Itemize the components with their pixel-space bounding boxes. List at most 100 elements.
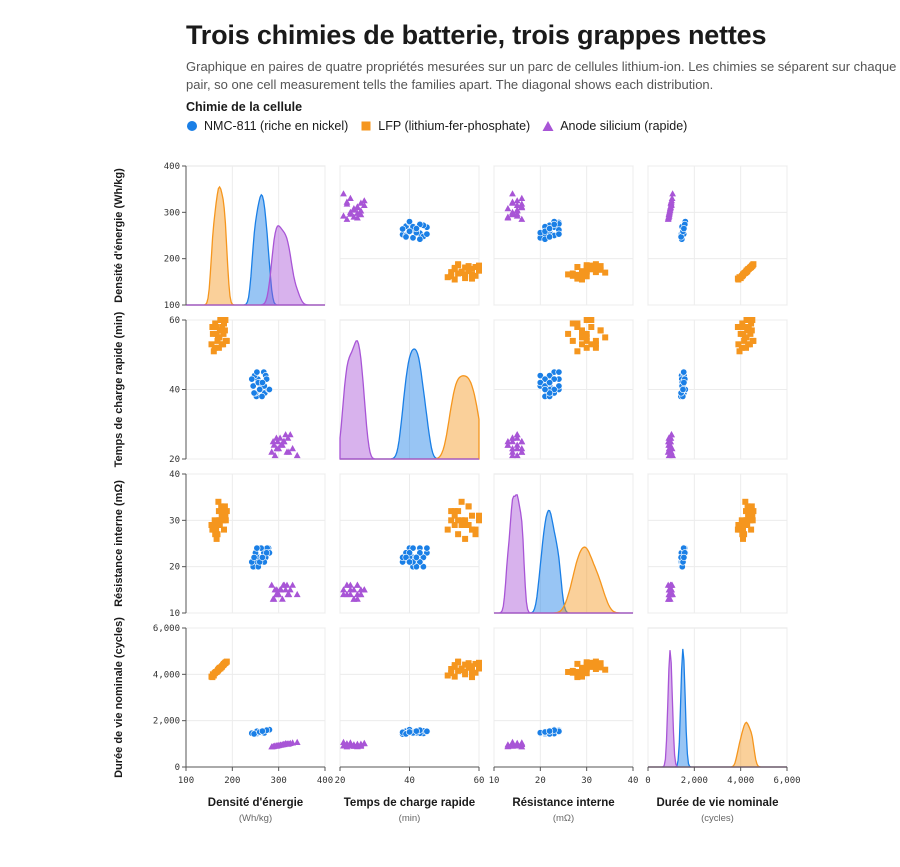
x-axis-unit: (min) — [399, 813, 421, 824]
point-lfp-lithium-fer-phosphate — [740, 526, 746, 533]
point-lfp-lithium-fer-phosphate — [218, 503, 225, 510]
point-anode-silicium-rapide — [513, 445, 521, 452]
legend-label-nmc: NMC-811 (riche en nickel) — [204, 119, 349, 133]
point-anode-silicium-rapide — [354, 209, 361, 216]
point-lfp-lithium-fer-phosphate — [455, 517, 462, 524]
point-anode-silicium-rapide — [509, 434, 516, 441]
panel-frame — [647, 165, 788, 306]
point-nmc-811-riche-en-nickel — [405, 728, 413, 736]
panel-frame — [185, 627, 326, 768]
point-nmc-811-riche-en-nickel — [541, 375, 549, 383]
point-lfp-lithium-fer-phosphate — [569, 272, 576, 279]
point-lfp-lithium-fer-phosphate — [592, 269, 599, 276]
point-lfp-lithium-fer-phosphate — [742, 498, 749, 505]
density-panel-temps-de-charge-rapide — [339, 340, 480, 460]
point-lfp-lithium-fer-phosphate — [592, 341, 599, 348]
point-lfp-lithium-fer-phosphate — [209, 526, 216, 533]
point-lfp-lithium-fer-phosphate — [472, 531, 479, 538]
x-axis-temps-de-charge-rapide: 20 40 60 Temps de charge rapide (min) — [335, 766, 485, 824]
point-lfp-lithium-fer-phosphate — [583, 262, 590, 269]
point-anode-silicium-rapide — [350, 595, 358, 602]
point-lfp-lithium-fer-phosphate — [462, 669, 469, 675]
point-lfp-lithium-fer-phosphate — [574, 669, 581, 675]
point-lfp-lithium-fer-phosphate — [583, 273, 590, 280]
point-nmc-811-riche-en-nickel — [258, 553, 266, 561]
point-lfp-lithium-fer-phosphate — [741, 334, 748, 341]
x-axis-title: Densité d'énergie — [208, 797, 303, 809]
point-nmc-811-riche-en-nickel — [419, 553, 427, 561]
point-anode-silicium-rapide — [279, 438, 287, 445]
point-lfp-lithium-fer-phosphate — [210, 348, 217, 355]
point-lfp-lithium-fer-phosphate — [469, 674, 475, 681]
point-nmc-811-riche-en-nickel — [423, 544, 431, 552]
point-lfp-lithium-fer-phosphate — [574, 275, 581, 282]
point-lfp-lithium-fer-phosphate — [597, 266, 604, 273]
point-lfp-lithium-fer-phosphate — [574, 264, 581, 270]
point-lfp-lithium-fer-phosphate — [469, 512, 475, 519]
point-lfp-lithium-fer-phosphate — [748, 327, 755, 334]
point-anode-silicium-rapide — [666, 207, 674, 214]
y-tick-label: 20 — [169, 563, 180, 573]
point-lfp-lithium-fer-phosphate — [588, 262, 595, 269]
panel-frame — [185, 473, 326, 614]
point-lfp-lithium-fer-phosphate — [592, 344, 599, 351]
point-lfp-lithium-fer-phosphate — [455, 262, 462, 269]
y-axis-title: Densité d'énergie (Wh/kg) — [113, 168, 125, 303]
point-lfp-lithium-fer-phosphate — [588, 324, 595, 330]
x-tick-label: 60 — [474, 776, 485, 786]
y-axis-resistance-interne: 10 20 30 40 Résistance interne (mΩ) — [113, 470, 187, 619]
point-nmc-811-riche-en-nickel — [680, 379, 688, 387]
point-lfp-lithium-fer-phosphate — [583, 665, 590, 672]
point-lfp-lithium-fer-phosphate — [451, 276, 458, 283]
panel-r1-c3 — [493, 165, 634, 306]
point-anode-silicium-rapide — [509, 738, 516, 745]
point-anode-silicium-rapide — [343, 215, 351, 222]
point-anode-silicium-rapide — [340, 586, 347, 593]
point-anode-silicium-rapide — [504, 438, 512, 445]
y-tick-label: 200 — [164, 255, 180, 265]
point-lfp-lithium-fer-phosphate — [465, 268, 472, 275]
point-nmc-811-riche-en-nickel — [546, 727, 554, 735]
legend-item-silicon[interactable]: Anode silicium (rapide) — [542, 119, 687, 133]
point-lfp-lithium-fer-phosphate — [476, 512, 482, 519]
point-anode-silicium-rapide — [360, 197, 368, 204]
point-lfp-lithium-fer-phosphate — [579, 341, 585, 348]
point-lfp-lithium-fer-phosphate — [221, 327, 228, 334]
point-anode-silicium-rapide — [509, 198, 516, 205]
point-lfp-lithium-fer-phosphate — [458, 522, 465, 528]
point-nmc-811-riche-en-nickel — [546, 225, 554, 233]
point-lfp-lithium-fer-phosphate — [451, 673, 458, 680]
point-lfp-lithium-fer-phosphate — [469, 265, 475, 272]
x-axis-unit: (mΩ) — [553, 813, 574, 824]
point-nmc-811-riche-en-nickel — [550, 385, 558, 393]
panel-frame — [647, 627, 788, 768]
point-lfp-lithium-fer-phosphate — [214, 337, 221, 344]
point-anode-silicium-rapide — [273, 445, 281, 452]
point-lfp-lithium-fer-phosphate — [597, 660, 604, 667]
point-anode-silicium-rapide — [509, 445, 516, 452]
point-nmc-811-riche-en-nickel — [402, 233, 410, 241]
point-anode-silicium-rapide — [667, 204, 674, 211]
y-tick-label: 10 — [169, 609, 180, 619]
legend-items: NMC-811 (riche en nickel) LFP (lithium-f… — [186, 119, 699, 133]
point-anode-silicium-rapide — [504, 742, 512, 749]
point-lfp-lithium-fer-phosphate — [749, 262, 756, 269]
x-tick-label: 400 — [317, 776, 333, 786]
point-nmc-811-riche-en-nickel — [541, 385, 549, 393]
point-nmc-811-riche-en-nickel — [412, 563, 420, 571]
point-lfp-lithium-fer-phosphate — [213, 324, 220, 330]
point-anode-silicium-rapide — [340, 590, 347, 598]
point-nmc-811-riche-en-nickel — [416, 235, 424, 243]
point-lfp-lithium-fer-phosphate — [592, 666, 599, 672]
point-anode-silicium-rapide — [357, 199, 365, 206]
point-anode-silicium-rapide — [513, 210, 521, 217]
y-tick-label: 30 — [169, 516, 180, 526]
point-lfp-lithium-fer-phosphate — [213, 535, 220, 542]
point-lfp-lithium-fer-phosphate — [565, 271, 572, 278]
y-axis-temps-de-charge-rapide: 20 40 60 Temps de charge rapide (min) — [113, 311, 187, 467]
legend-item-nmc[interactable]: NMC-811 (riche en nickel) — [186, 119, 348, 133]
point-lfp-lithium-fer-phosphate — [476, 517, 482, 524]
point-lfp-lithium-fer-phosphate — [574, 320, 581, 327]
legend-item-lfp[interactable]: LFP (lithium-fer-phosphate) — [360, 119, 530, 133]
legend-title: Chimie de la cellule — [186, 100, 303, 114]
